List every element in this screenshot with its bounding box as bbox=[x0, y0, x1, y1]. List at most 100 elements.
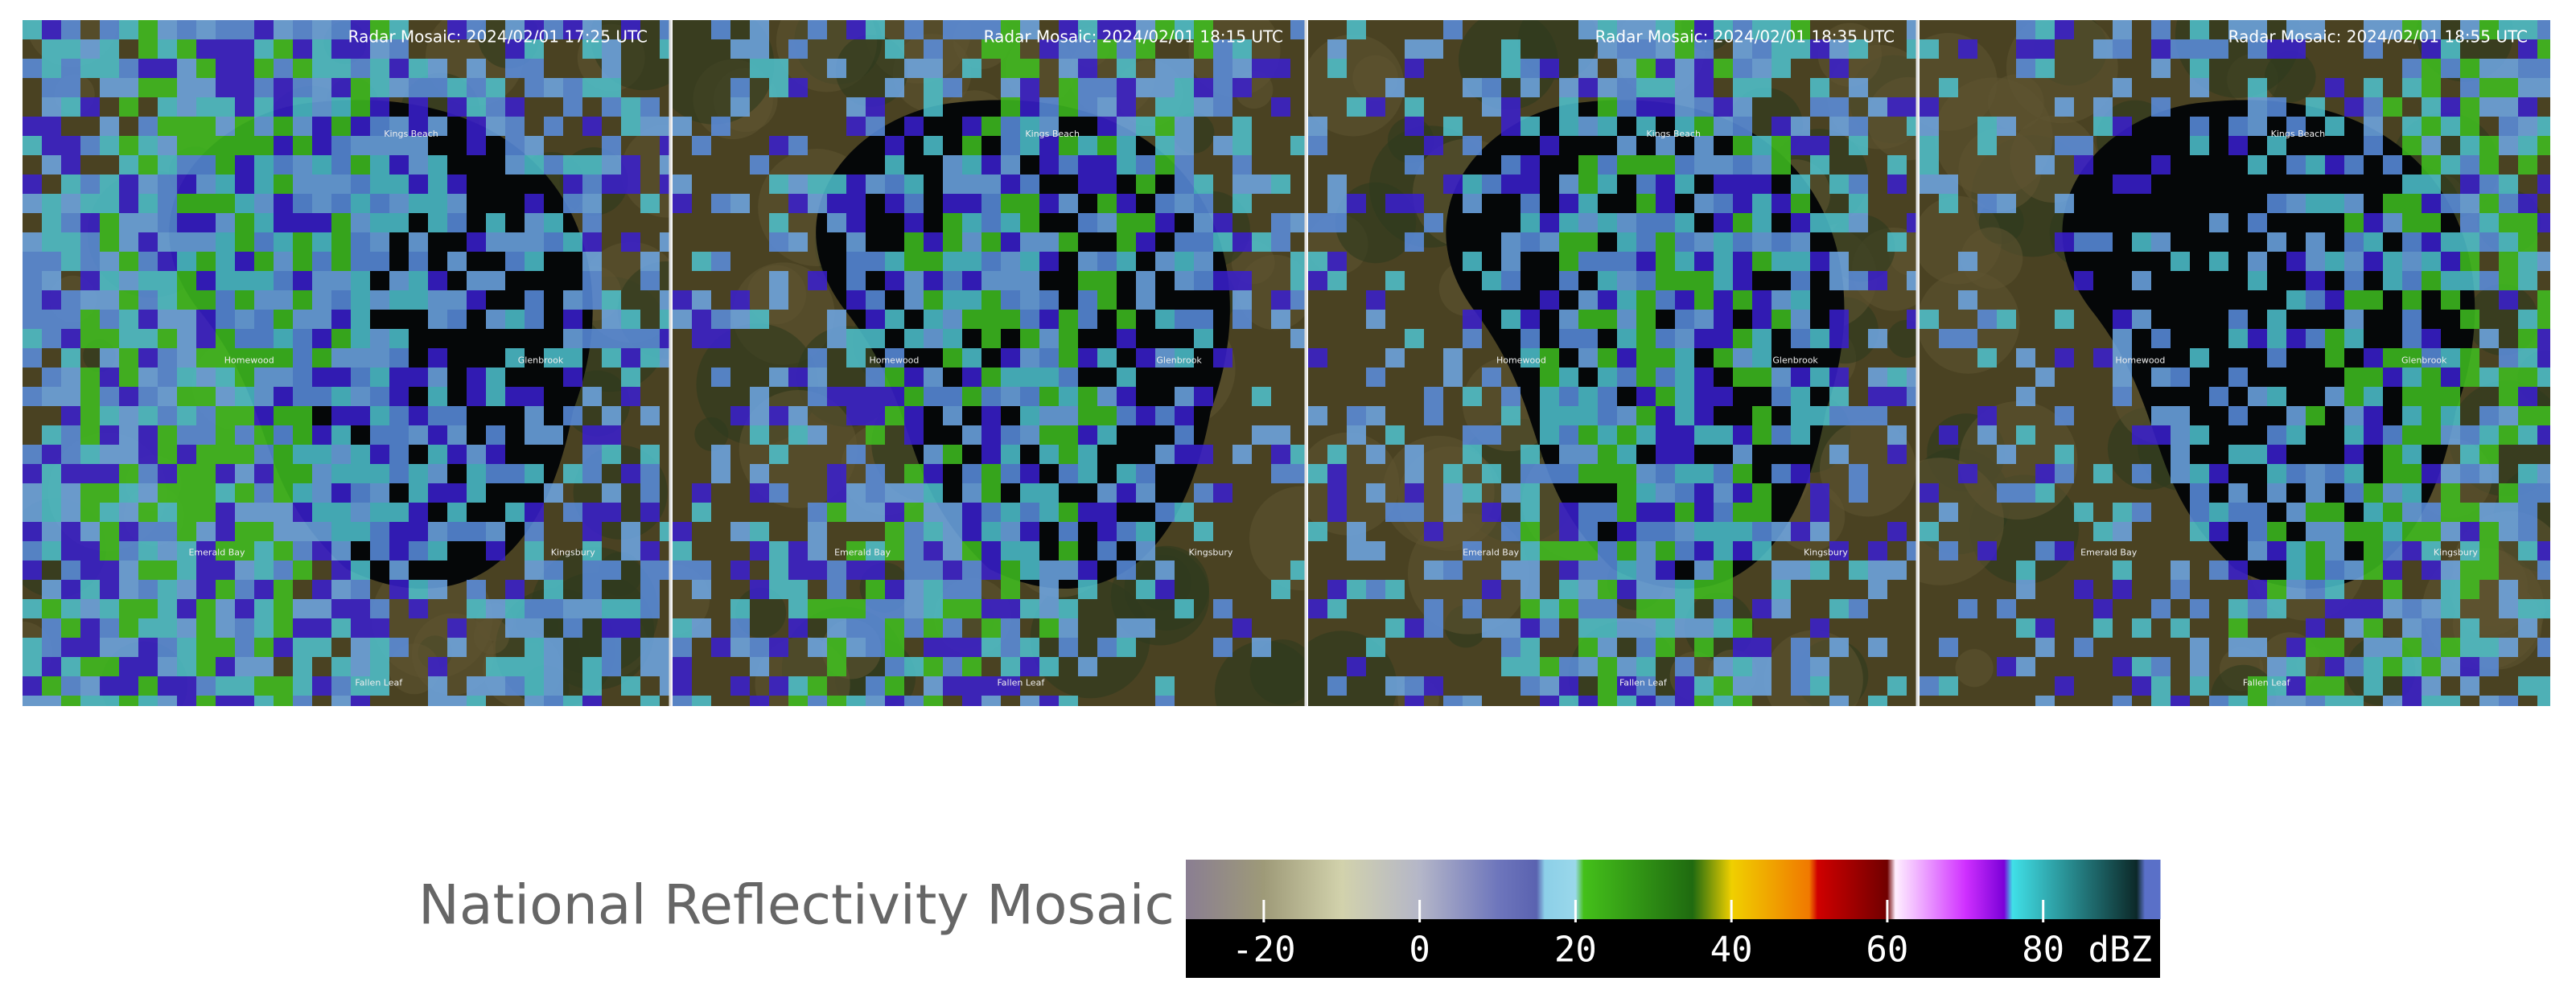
radar-cell bbox=[1958, 464, 1977, 483]
radar-cell bbox=[254, 696, 274, 706]
radar-cell bbox=[1559, 406, 1578, 425]
radar-cell bbox=[525, 618, 544, 638]
radar-cell bbox=[1829, 445, 1849, 464]
radar-cell bbox=[138, 541, 158, 561]
radar-cell bbox=[2267, 97, 2286, 117]
radar-cell bbox=[1887, 368, 1907, 387]
radar-cell bbox=[1117, 310, 1136, 329]
radar-cell bbox=[1175, 97, 1194, 117]
radar-cell bbox=[544, 696, 563, 706]
radar-cell bbox=[1598, 657, 1617, 676]
radar-cell bbox=[2267, 194, 2286, 213]
radar-cell bbox=[351, 676, 370, 696]
colorbar-segment bbox=[1809, 860, 1818, 919]
radar-cell bbox=[505, 580, 525, 599]
radar-cell bbox=[2248, 522, 2267, 541]
radar-cell bbox=[846, 618, 866, 638]
radar-cell bbox=[1366, 290, 1385, 310]
radar-cell bbox=[2286, 39, 2306, 59]
radar-cell bbox=[312, 483, 331, 503]
radar-cell bbox=[312, 522, 331, 541]
radar-cell bbox=[216, 676, 235, 696]
radar-cell bbox=[1540, 387, 1559, 406]
radar-cell bbox=[2479, 59, 2499, 78]
radar-cell bbox=[904, 503, 924, 522]
radar-cell bbox=[370, 541, 389, 561]
radar-cell bbox=[1598, 310, 1617, 329]
radar-cell bbox=[428, 290, 447, 310]
radar-cell bbox=[1656, 638, 1675, 657]
radar-cell bbox=[80, 406, 100, 425]
radar-cell bbox=[1020, 657, 1039, 676]
radar-cell bbox=[1308, 117, 1327, 136]
radar-cell bbox=[1520, 580, 1540, 599]
radar-cell bbox=[2344, 213, 2364, 232]
radar-cell bbox=[2422, 406, 2441, 425]
radar-cell bbox=[1194, 39, 1213, 59]
radar-cell bbox=[866, 464, 885, 483]
radar-cell bbox=[2267, 39, 2286, 59]
radar-cell bbox=[23, 194, 42, 213]
radar-cell bbox=[42, 290, 61, 310]
radar-cell bbox=[61, 676, 80, 696]
radar-cell bbox=[196, 599, 216, 618]
radar-cell bbox=[370, 155, 389, 175]
radar-cell bbox=[2441, 503, 2460, 522]
radar-cell bbox=[119, 155, 138, 175]
radar-cell bbox=[1791, 213, 1810, 232]
radar-cell bbox=[1733, 368, 1752, 387]
radar-cell bbox=[370, 59, 389, 78]
radar-cell bbox=[1810, 39, 1829, 59]
radar-cell bbox=[1463, 175, 1482, 194]
radar-cell bbox=[2364, 425, 2383, 445]
radar-cell bbox=[2383, 97, 2402, 117]
radar-cell bbox=[138, 213, 158, 232]
radar-cell bbox=[1039, 503, 1059, 522]
radar-cell bbox=[2460, 155, 2479, 175]
radar-cell bbox=[196, 252, 216, 271]
radar-cell bbox=[467, 387, 486, 406]
radar-cell bbox=[370, 117, 389, 136]
radar-cell bbox=[1656, 213, 1675, 232]
radar-cell bbox=[1636, 310, 1656, 329]
radar-cell bbox=[2286, 541, 2306, 561]
radar-cell bbox=[2499, 483, 2518, 503]
radar-cell bbox=[23, 676, 42, 696]
radar-cell bbox=[769, 78, 788, 97]
radar-cell bbox=[2364, 97, 2383, 117]
radar-cell bbox=[582, 522, 602, 541]
radar-cell bbox=[730, 638, 750, 657]
radar-cell bbox=[2422, 464, 2441, 483]
radar-cell bbox=[2499, 348, 2518, 368]
radar-cell bbox=[409, 252, 428, 271]
radar-cell bbox=[1155, 580, 1175, 599]
radar-cell bbox=[216, 213, 235, 232]
radar-cell bbox=[962, 290, 981, 310]
radar-cell bbox=[2190, 425, 2209, 445]
radar-cell bbox=[467, 290, 486, 310]
radar-cell bbox=[1059, 329, 1078, 348]
radar-cell bbox=[2344, 657, 2364, 676]
radar-cell bbox=[235, 561, 254, 580]
radar-cell bbox=[2364, 232, 2383, 252]
radar-cell bbox=[196, 406, 216, 425]
radar-cell bbox=[2151, 425, 2171, 445]
radar-cell bbox=[904, 541, 924, 561]
radar-cell bbox=[2383, 464, 2402, 483]
radar-cell bbox=[730, 522, 750, 541]
radar-cell bbox=[563, 503, 582, 522]
radar-cell bbox=[1559, 657, 1578, 676]
radar-cell bbox=[1175, 503, 1194, 522]
radar-cell bbox=[1714, 483, 1733, 503]
radar-cell bbox=[1714, 271, 1733, 290]
radar-cell bbox=[962, 310, 981, 329]
radar-cell bbox=[1136, 522, 1155, 541]
radar-cell bbox=[80, 618, 100, 638]
radar-cell bbox=[1656, 232, 1675, 252]
radar-cell bbox=[2383, 696, 2402, 706]
radar-cell bbox=[428, 59, 447, 78]
radar-cell bbox=[2364, 368, 2383, 387]
radar-cell bbox=[1540, 368, 1559, 387]
radar-cell bbox=[2441, 39, 2460, 59]
radar-cell bbox=[2325, 117, 2344, 136]
